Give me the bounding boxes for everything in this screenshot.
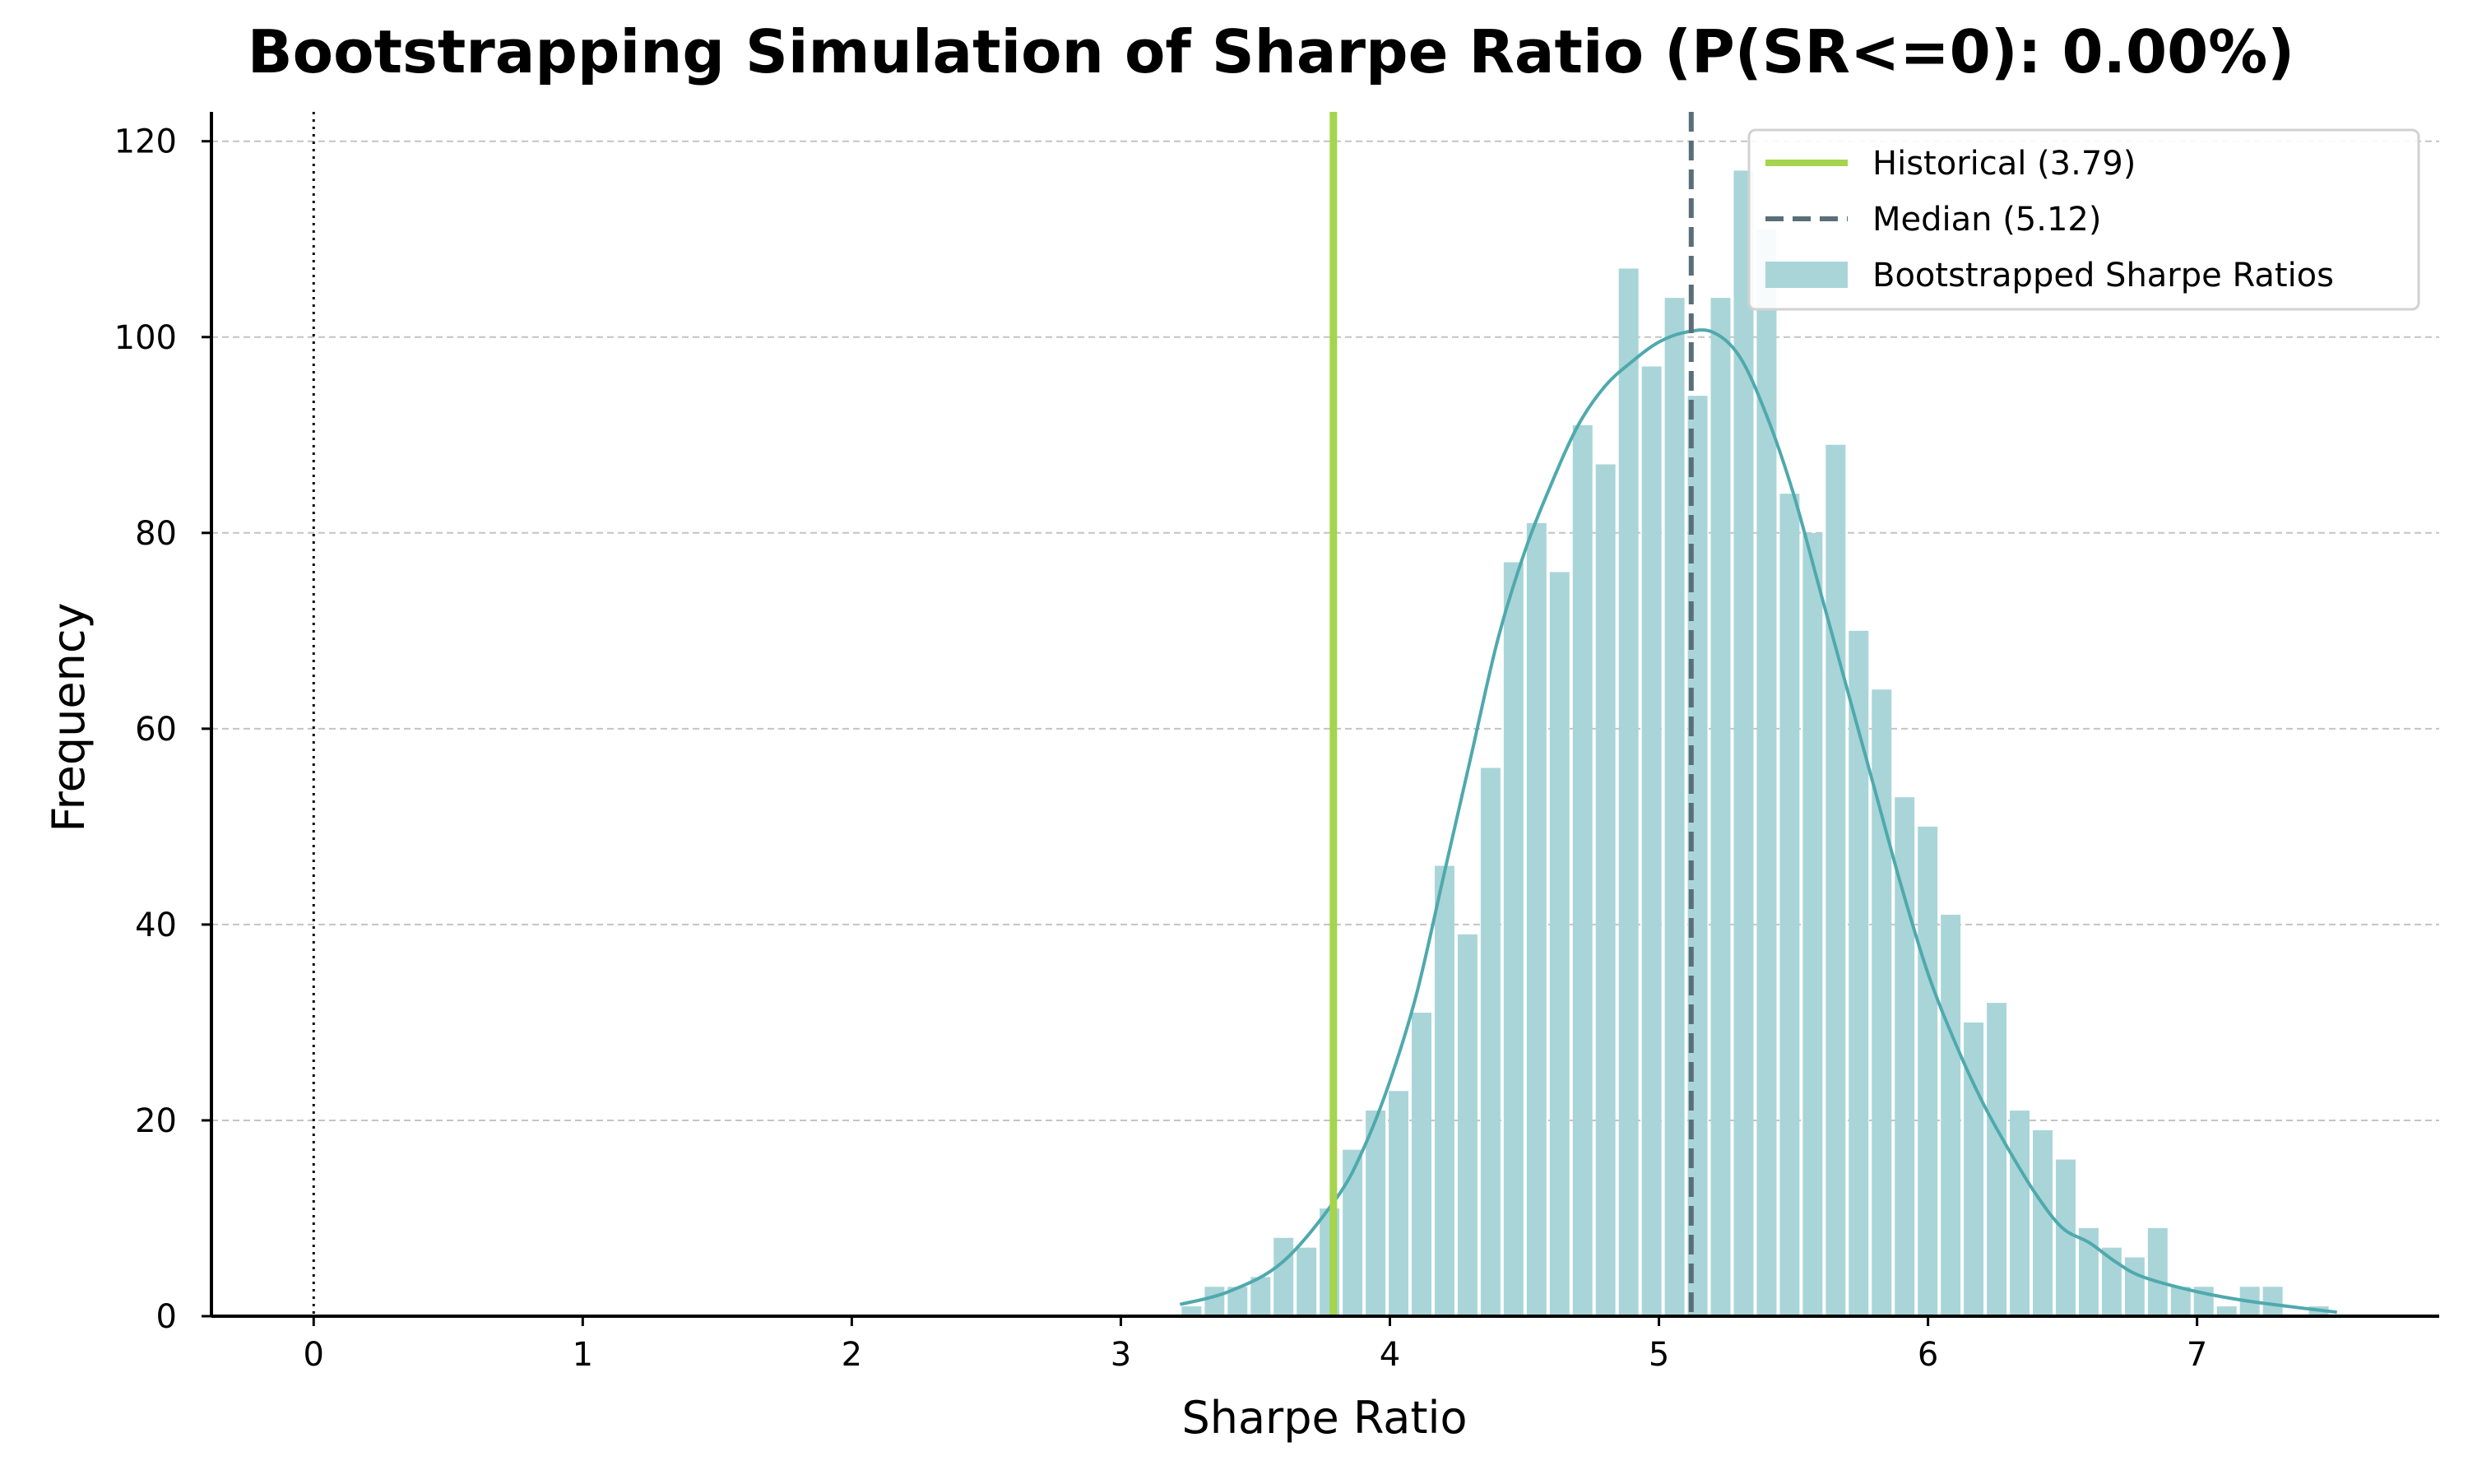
histogram-bar bbox=[1618, 268, 1639, 1317]
histogram-bar bbox=[1297, 1247, 1317, 1316]
histogram-bar bbox=[1503, 562, 1524, 1316]
histogram-bar bbox=[1756, 229, 1777, 1317]
histogram-bar bbox=[2124, 1257, 2145, 1316]
histogram-bar bbox=[1710, 298, 1731, 1316]
histogram-bar bbox=[1273, 1237, 1294, 1316]
histogram-bar bbox=[1895, 797, 1915, 1316]
y-tick-label: 80 bbox=[135, 515, 177, 553]
histogram-bar bbox=[1366, 1111, 1386, 1316]
y-tick-label: 120 bbox=[114, 123, 177, 161]
kde-layer bbox=[1179, 328, 2337, 1315]
y-tick-label: 100 bbox=[114, 319, 177, 357]
legend-box bbox=[1747, 128, 2420, 311]
histogram-bar bbox=[1918, 826, 1938, 1316]
histogram-bar bbox=[1825, 444, 1846, 1317]
histogram-bar bbox=[2010, 1111, 2030, 1316]
x-tick-label: 1 bbox=[573, 1336, 593, 1374]
histogram-bar bbox=[1987, 1003, 2007, 1316]
histogram-bar bbox=[2216, 1306, 2237, 1316]
x-tick-label: 4 bbox=[1380, 1336, 1400, 1374]
histogram-bar bbox=[1802, 532, 1823, 1316]
histogram-bar bbox=[1872, 689, 1892, 1316]
y-tick-label: 60 bbox=[135, 711, 177, 749]
histogram-bar bbox=[1250, 1277, 1271, 1316]
histogram-bar bbox=[1641, 366, 1662, 1317]
y-tick-label: 20 bbox=[135, 1102, 177, 1140]
histogram-bar bbox=[1343, 1149, 1363, 1316]
histogram-bar bbox=[1664, 298, 1685, 1316]
histogram-bar bbox=[2147, 1227, 2168, 1316]
x-axis-label: Sharpe Ratio bbox=[1181, 1392, 1467, 1444]
kde-curve bbox=[1179, 328, 2337, 1315]
tick-labels: 0 1 2 3 4 5 6 7 0 20 40 60 80 100 120 bbox=[114, 123, 2208, 1374]
histogram-bar bbox=[1181, 1306, 1202, 1316]
x-tick-label: 2 bbox=[842, 1336, 862, 1374]
legend-label: Median (5.12) bbox=[1872, 201, 2101, 239]
x-tick-label: 5 bbox=[1649, 1336, 1669, 1374]
histogram-bar bbox=[1779, 494, 1800, 1316]
histogram-bars bbox=[1181, 170, 2329, 1317]
histogram-bar bbox=[1849, 630, 1869, 1316]
histogram-bar bbox=[2101, 1247, 2122, 1316]
y-axis-label: Frequency bbox=[43, 603, 95, 832]
x-tick-label: 7 bbox=[2187, 1336, 2207, 1374]
histogram-bar bbox=[1687, 396, 1708, 1316]
histogram-bar bbox=[1595, 464, 1616, 1316]
histogram-bar bbox=[2033, 1129, 2053, 1316]
histogram-bar bbox=[2262, 1287, 2283, 1316]
histogram-bar bbox=[1204, 1287, 1225, 1316]
y-tick-label: 0 bbox=[156, 1298, 177, 1336]
histogram-bar bbox=[1457, 934, 1478, 1316]
chart-title: Bootstrapping Simulation of Sharpe Ratio… bbox=[248, 17, 2294, 86]
histogram-bar bbox=[1434, 865, 1454, 1316]
legend-label: Historical (3.79) bbox=[1872, 145, 2136, 183]
x-tick-label: 6 bbox=[1918, 1336, 1938, 1374]
y-tick-label: 40 bbox=[135, 907, 177, 944]
histogram-bar bbox=[1412, 1013, 1431, 1316]
legend-swatch-bootstrapped bbox=[1765, 262, 1848, 288]
histogram-bar bbox=[1572, 424, 1593, 1316]
histogram-bar bbox=[1733, 170, 1754, 1316]
x-tick-label: 3 bbox=[1111, 1336, 1131, 1374]
histogram-bar bbox=[1549, 572, 1570, 1316]
x-tick-label: 0 bbox=[304, 1336, 324, 1374]
histogram-bar bbox=[1526, 522, 1547, 1316]
histogram-bar bbox=[1227, 1287, 1248, 1316]
histogram-bar bbox=[2078, 1227, 2099, 1316]
reference-lines bbox=[312, 112, 1694, 1316]
histogram-bar bbox=[1389, 1091, 1409, 1316]
histogram-bar bbox=[1480, 768, 1501, 1316]
histogram-bar bbox=[2170, 1287, 2191, 1316]
legend: Historical (3.79) Median (5.12) Bootstrapp… bbox=[1747, 128, 2420, 311]
legend-label: Bootstrapped Sharpe Ratios bbox=[1872, 257, 2334, 294]
histogram-bar bbox=[1941, 915, 1961, 1316]
axes bbox=[202, 112, 2439, 1326]
histogram-bar bbox=[2055, 1159, 2076, 1316]
